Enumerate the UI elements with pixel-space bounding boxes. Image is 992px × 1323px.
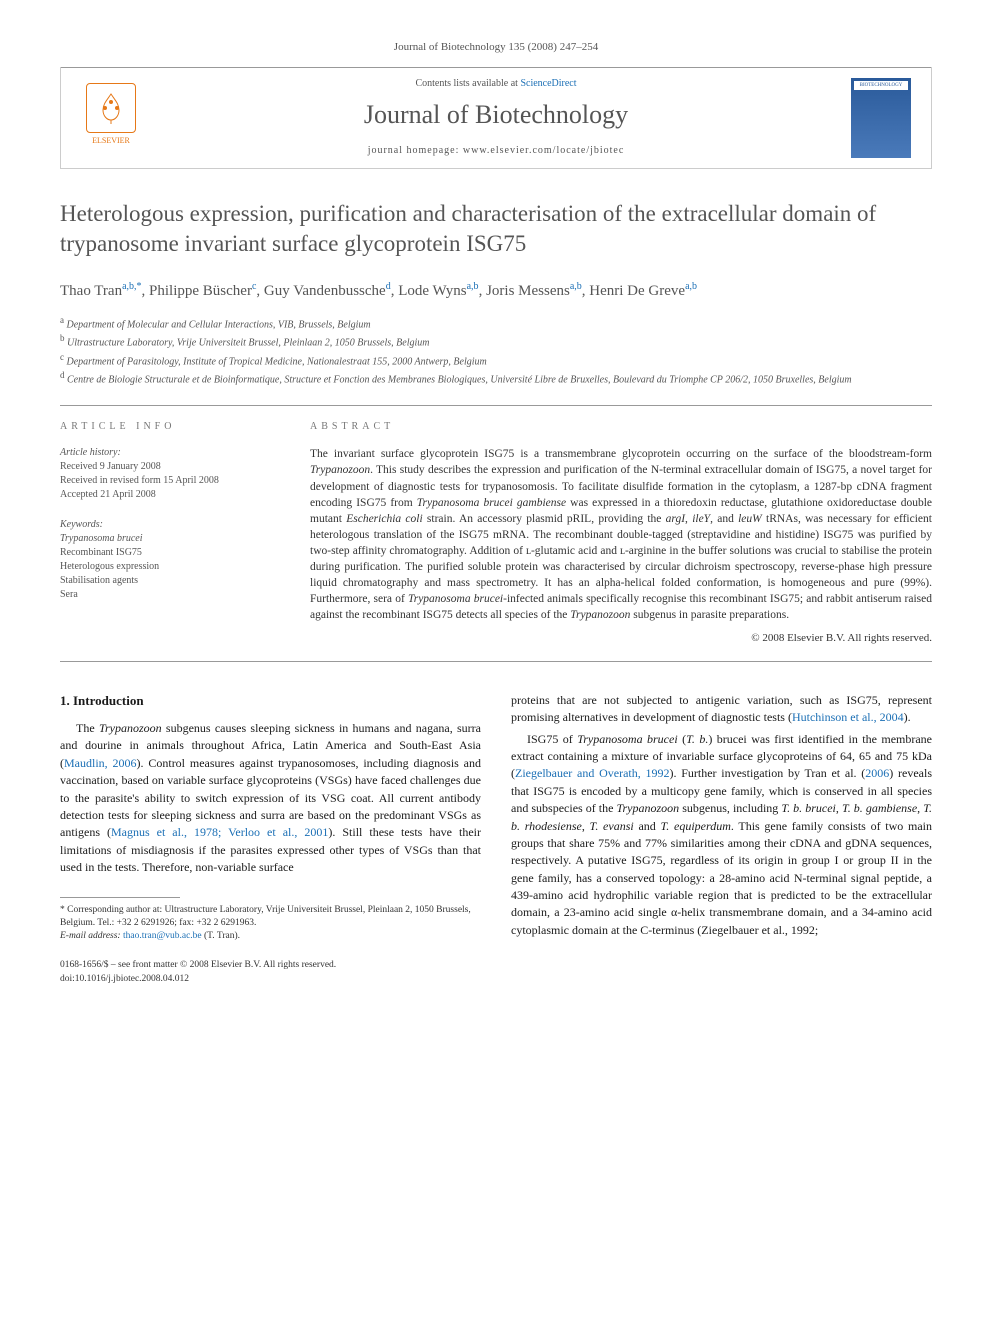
author: Joris Messensa,b [486, 283, 582, 299]
affiliation: d Centre de Biologie Structurale et de B… [60, 369, 932, 387]
author-affiliation-ref: a,b,* [122, 281, 141, 292]
history-item: Received 9 January 2008 [60, 460, 280, 474]
keyword-item: Trypanosoma brucei [60, 532, 280, 546]
author-affiliation-ref: a,b [467, 281, 479, 292]
contents-available: Contents lists available at ScienceDirec… [141, 77, 851, 91]
article-history-label: Article history: [60, 446, 280, 460]
authors-list: Thao Trana,b,*, Philippe Büscherc, Guy V… [60, 279, 932, 303]
author-affiliation-ref: a,b [685, 281, 697, 292]
article-info-sidebar: ARTICLE INFO Article history: Received 9… [60, 420, 280, 646]
article-info-label: ARTICLE INFO [60, 420, 280, 434]
email-link[interactable]: thao.tran@vub.ac.be [123, 931, 202, 941]
keyword-item: Stabilisation agents [60, 574, 280, 588]
corresponding-author-footnote: * Corresponding author at: Ultrastructur… [60, 904, 481, 944]
body-column-left: 1. Introduction The Trypanozoon subgenus… [60, 692, 481, 986]
journal-reference: Journal of Biotechnology 135 (2008) 247–… [60, 40, 932, 55]
sciencedirect-link[interactable]: ScienceDirect [520, 78, 576, 89]
history-item: Received in revised form 15 April 2008 [60, 474, 280, 488]
abstract-section: ABSTRACT The invariant surface glycoprot… [310, 420, 932, 646]
keywords-label: Keywords: [60, 518, 280, 532]
author-affiliation-ref: c [252, 281, 256, 292]
affiliation: c Department of Parasitology, Institute … [60, 351, 932, 369]
section-divider [60, 405, 932, 406]
author: Thao Trana,b,* [60, 283, 142, 299]
author-affiliation-ref: a,b [570, 281, 582, 292]
article-title: Heterologous expression, purification an… [60, 199, 932, 259]
abstract-label: ABSTRACT [310, 420, 932, 434]
journal-header: ELSEVIER Contents lists available at Sci… [60, 67, 932, 168]
section-heading-introduction: 1. Introduction [60, 692, 481, 710]
keyword-item: Heterologous expression [60, 560, 280, 574]
history-item: Accepted 21 April 2008 [60, 488, 280, 502]
author: Philippe Büscherc [149, 283, 256, 299]
footnote-separator [60, 897, 180, 898]
body-paragraph: proteins that are not subjected to antig… [511, 692, 932, 727]
author: Lode Wynsa,b [398, 283, 478, 299]
affiliation: a Department of Molecular and Cellular I… [60, 314, 932, 332]
elsevier-logo: ELSEVIER [81, 83, 141, 153]
author: Guy Vandenbussched [264, 283, 391, 299]
body-column-right: proteins that are not subjected to antig… [511, 692, 932, 986]
body-paragraph: The Trypanozoon subgenus causes sleeping… [60, 720, 481, 877]
keyword-item: Recombinant ISG75 [60, 546, 280, 560]
journal-title: Journal of Biotechnology [141, 97, 851, 133]
body-paragraph: ISG75 of Trypanosoma brucei (T. b.) bruc… [511, 731, 932, 940]
journal-homepage: journal homepage: www.elsevier.com/locat… [141, 144, 851, 158]
affiliations-list: a Department of Molecular and Cellular I… [60, 314, 932, 387]
elsevier-tree-icon [86, 83, 136, 133]
author-affiliation-ref: d [386, 281, 391, 292]
abstract-copyright: © 2008 Elsevier B.V. All rights reserved… [310, 631, 932, 646]
section-divider [60, 661, 932, 662]
journal-cover-thumbnail: BIOTECHNOLOGY [851, 78, 911, 158]
author: Henri De Grevea,b [589, 283, 697, 299]
abstract-text: The invariant surface glycoprotein ISG75… [310, 446, 932, 623]
publisher-name: ELSEVIER [92, 135, 130, 146]
page-footer: 0168-1656/$ – see front matter © 2008 El… [60, 959, 481, 986]
keyword-item: Sera [60, 588, 280, 602]
affiliation: b Ultrastructure Laboratory, Vrije Unive… [60, 332, 932, 350]
